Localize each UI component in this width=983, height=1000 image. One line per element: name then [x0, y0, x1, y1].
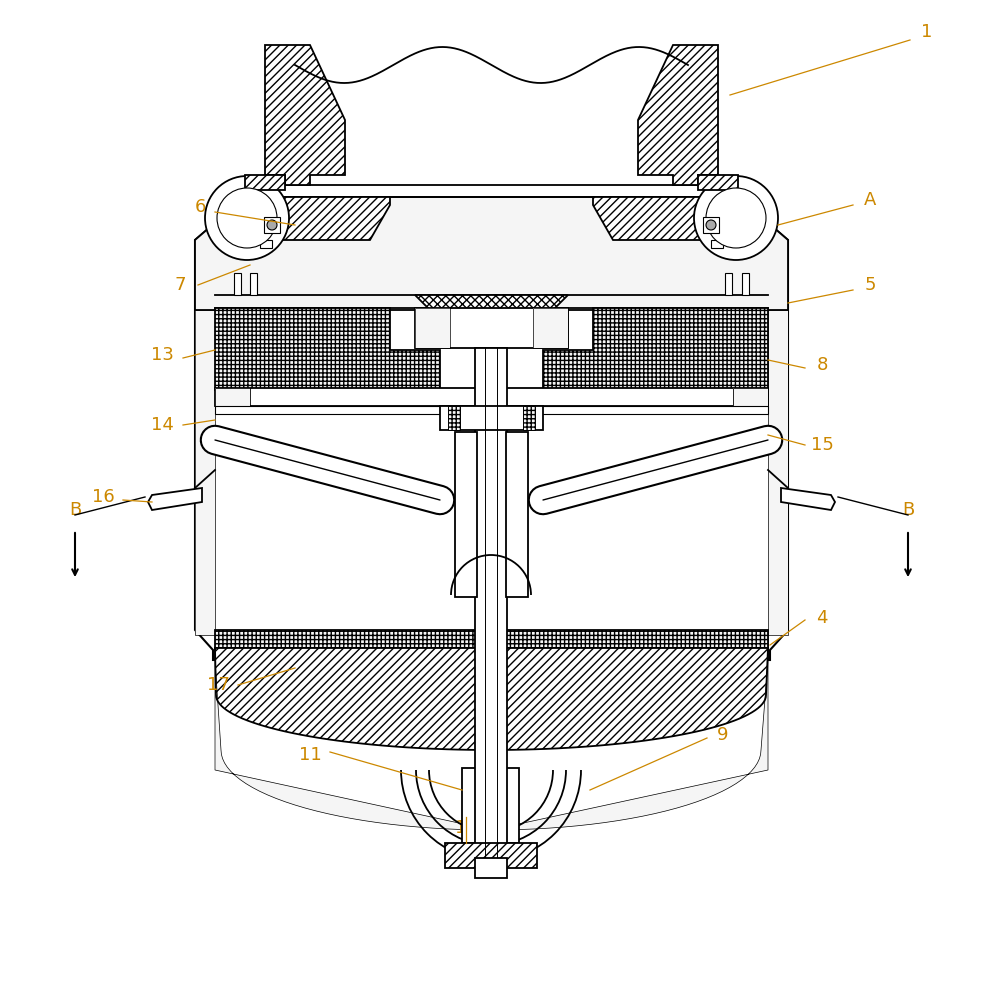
Bar: [733, 388, 768, 406]
Text: 9: 9: [718, 726, 728, 744]
Text: 17: 17: [206, 676, 229, 694]
Bar: [742, 273, 749, 295]
Polygon shape: [491, 660, 768, 830]
Bar: [415, 308, 568, 348]
Circle shape: [706, 188, 766, 248]
Polygon shape: [215, 635, 460, 660]
Text: 15: 15: [811, 436, 834, 454]
Polygon shape: [698, 175, 738, 190]
Bar: [415, 308, 450, 348]
Text: 1: 1: [921, 23, 933, 41]
Text: 5: 5: [864, 276, 876, 294]
Circle shape: [217, 188, 277, 248]
Polygon shape: [523, 635, 768, 660]
Bar: [257, 197, 275, 247]
Bar: [455, 432, 477, 597]
Text: 16: 16: [91, 488, 114, 506]
Polygon shape: [768, 310, 788, 635]
Bar: [711, 240, 723, 248]
Polygon shape: [215, 648, 491, 750]
Polygon shape: [265, 45, 345, 185]
Bar: [445, 843, 537, 868]
Bar: [215, 388, 250, 406]
Polygon shape: [491, 648, 768, 750]
Polygon shape: [593, 197, 738, 240]
Polygon shape: [781, 488, 835, 510]
Bar: [245, 185, 738, 197]
Polygon shape: [245, 175, 285, 190]
Bar: [475, 348, 507, 858]
Text: 7: 7: [174, 276, 186, 294]
Text: B: B: [69, 501, 82, 519]
Polygon shape: [543, 308, 768, 390]
Bar: [708, 197, 726, 247]
Text: 6: 6: [195, 198, 205, 216]
Polygon shape: [195, 197, 788, 660]
Text: A: A: [864, 191, 876, 209]
Bar: [234, 273, 241, 295]
Text: 14: 14: [150, 416, 173, 434]
Bar: [264, 217, 280, 233]
Polygon shape: [215, 308, 440, 390]
Bar: [250, 273, 257, 295]
Text: 4: 4: [816, 609, 828, 627]
Bar: [725, 273, 732, 295]
Bar: [260, 240, 272, 248]
Circle shape: [267, 220, 277, 230]
Bar: [448, 406, 460, 430]
Bar: [533, 308, 568, 348]
Text: B: B: [901, 501, 914, 519]
Polygon shape: [148, 488, 202, 510]
Bar: [475, 858, 507, 878]
Bar: [533, 308, 568, 348]
Polygon shape: [638, 45, 718, 185]
Bar: [733, 388, 768, 406]
Bar: [462, 768, 519, 843]
Bar: [415, 308, 450, 348]
Bar: [506, 432, 528, 597]
Polygon shape: [195, 197, 788, 310]
Text: 10: 10: [455, 819, 478, 837]
Circle shape: [205, 176, 289, 260]
Polygon shape: [245, 197, 390, 240]
Bar: [440, 406, 543, 430]
Bar: [215, 406, 768, 414]
Polygon shape: [415, 295, 568, 315]
Polygon shape: [215, 660, 491, 830]
Bar: [523, 406, 535, 430]
Text: 13: 13: [150, 346, 173, 364]
Bar: [215, 630, 768, 648]
Circle shape: [706, 220, 716, 230]
Text: 11: 11: [299, 746, 321, 764]
Polygon shape: [195, 310, 215, 635]
Bar: [215, 388, 768, 406]
Text: 8: 8: [816, 356, 828, 374]
Bar: [215, 388, 250, 406]
Circle shape: [694, 176, 778, 260]
Bar: [703, 217, 719, 233]
